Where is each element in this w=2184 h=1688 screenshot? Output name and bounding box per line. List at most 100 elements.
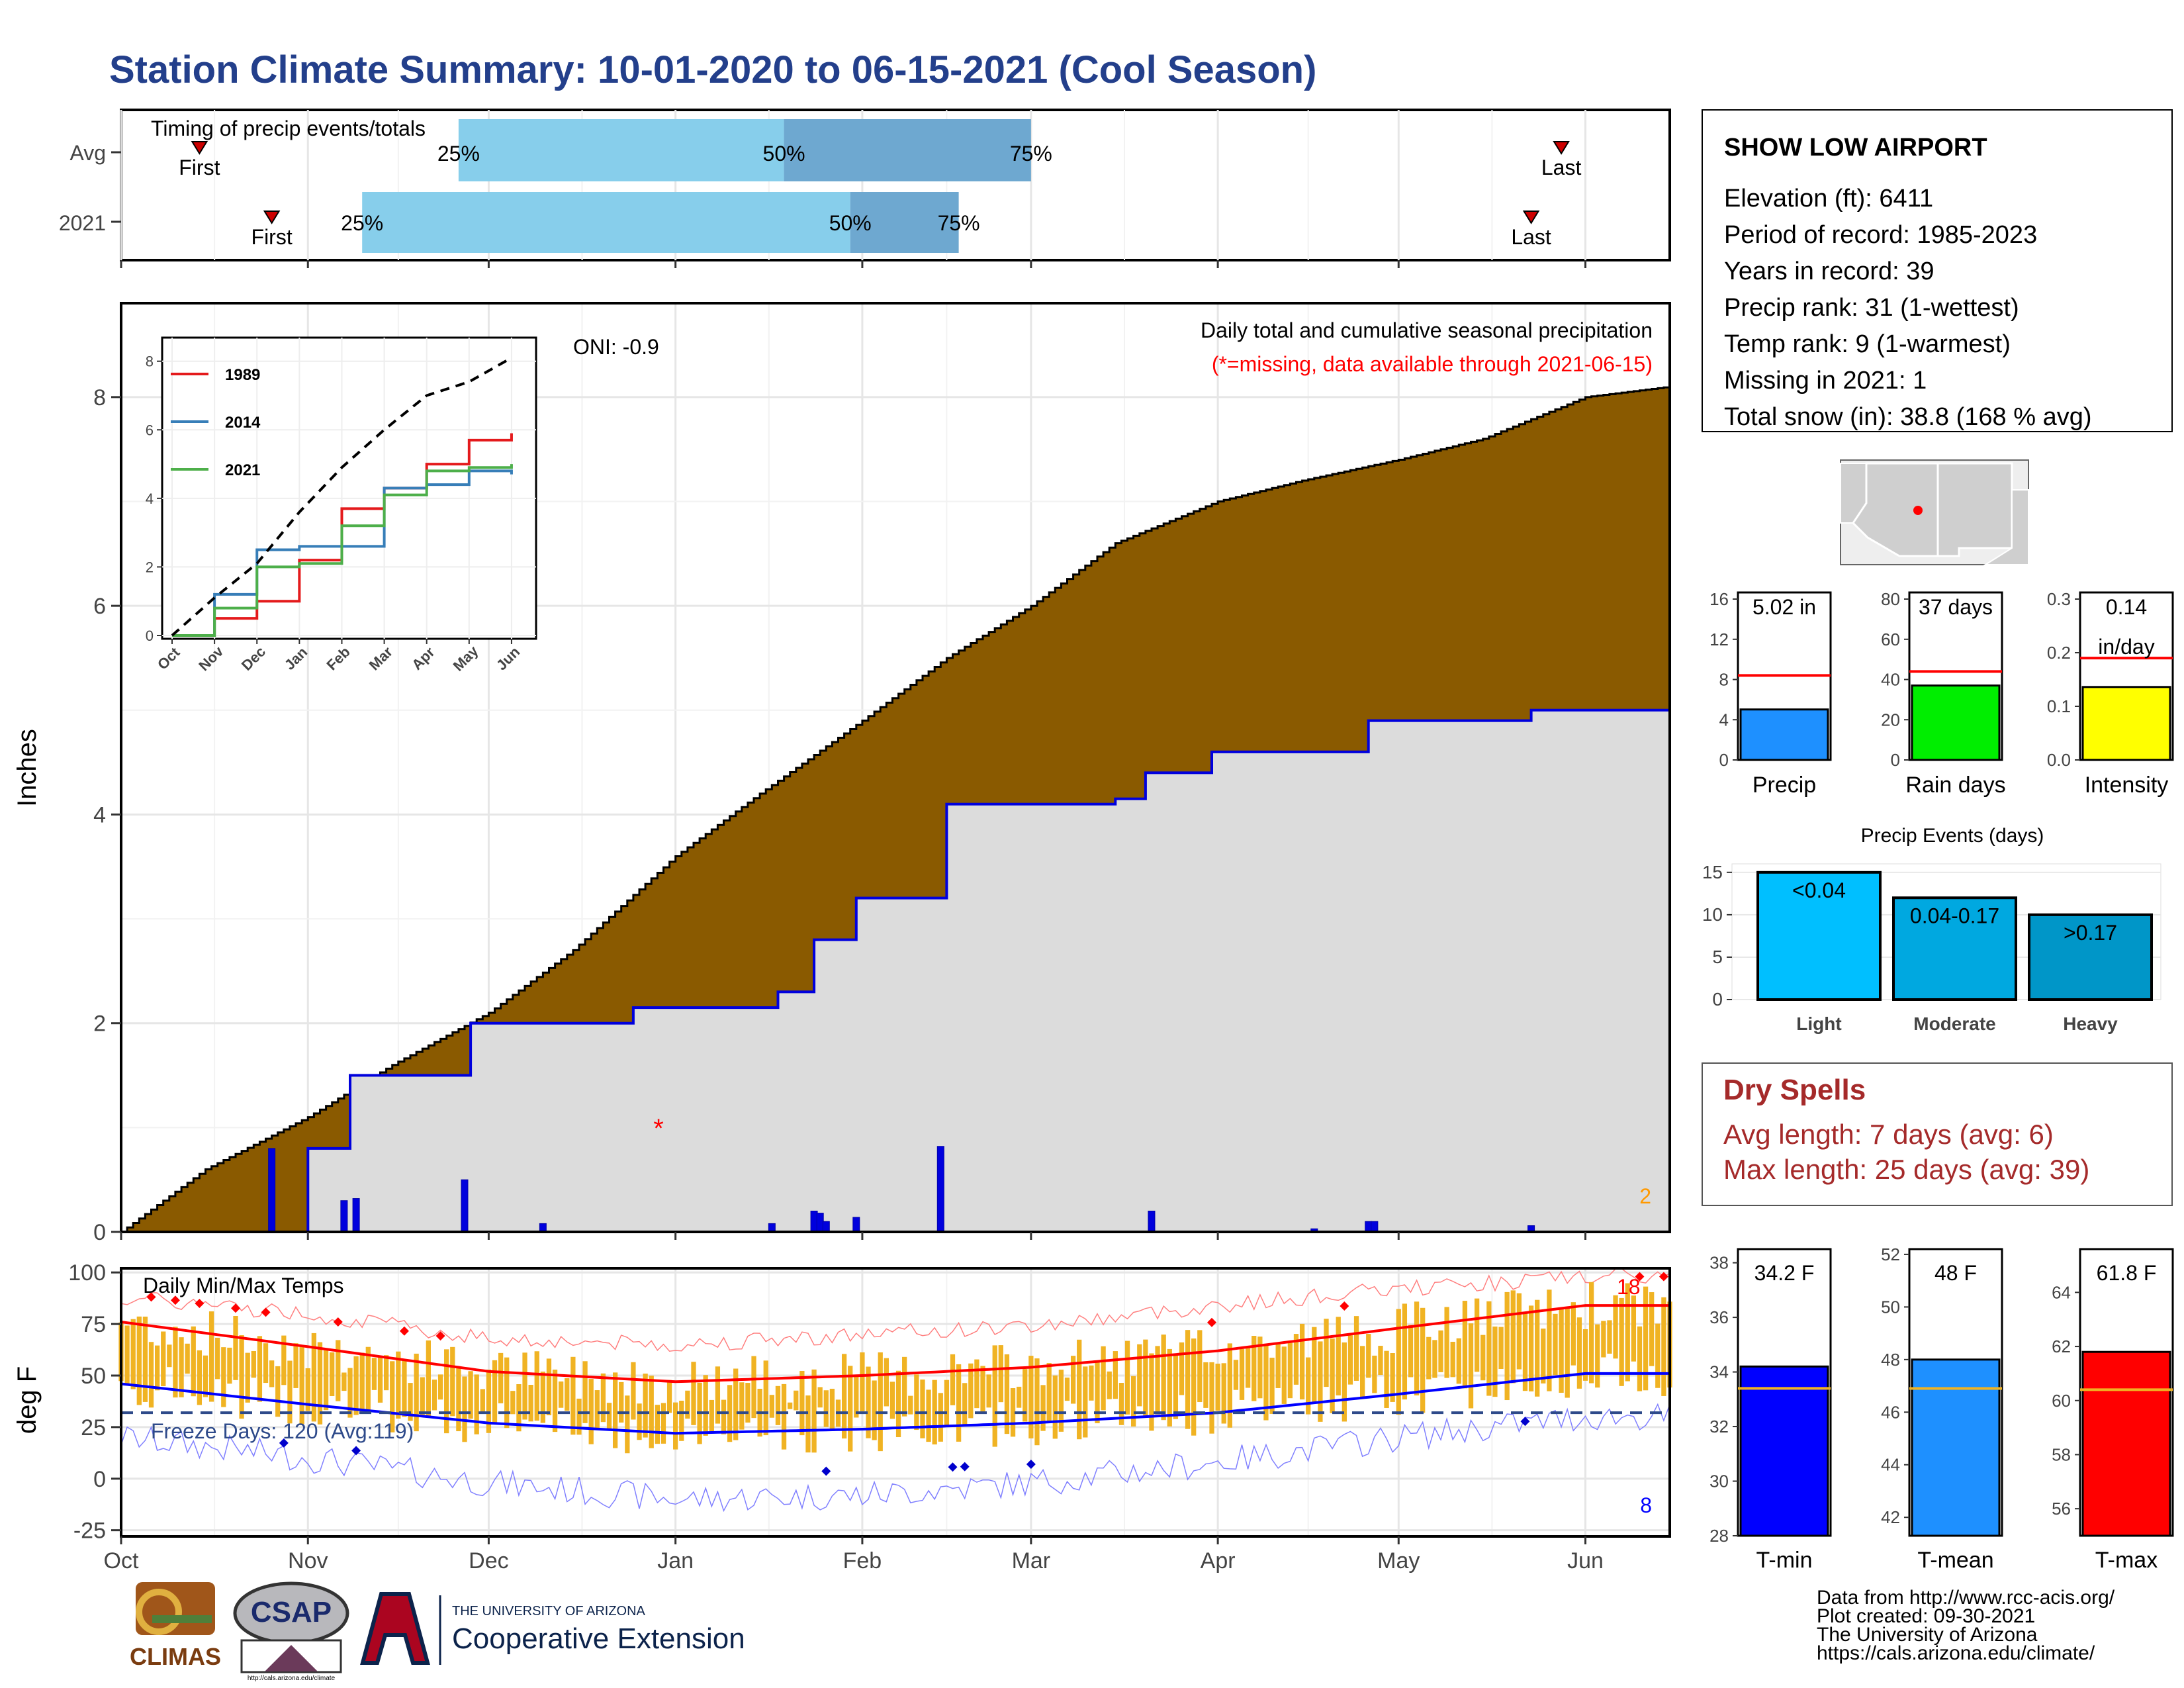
record-high-marker: [399, 1326, 409, 1336]
daily-temp-bar: [1167, 1348, 1172, 1427]
daily-temp-bar: [1474, 1298, 1480, 1372]
daily-temp-bar: [377, 1356, 383, 1403]
ua-small-text: THE UNIVERSITY OF ARIZONA: [452, 1604, 646, 1618]
daily-precip-bar: [1148, 1210, 1156, 1233]
temp-frame-bg: [121, 1268, 1670, 1536]
inset-line-1989: [172, 433, 513, 637]
daily-precip-bar: [461, 1179, 469, 1233]
daily-temp-bar: [504, 1357, 510, 1429]
daily-temp-bar: [655, 1405, 660, 1444]
daily-temp-bar: [221, 1347, 226, 1407]
cold-day-count: 8: [1640, 1493, 1652, 1517]
record-high-marker: [195, 1299, 205, 1309]
record-low-marker: [351, 1446, 361, 1456]
mini-y-tick-label: 0: [1719, 750, 1729, 770]
inset-line-avg: [171, 356, 512, 637]
station-years: Years in record: 39: [1724, 258, 1934, 285]
daily-temp-bar: [1137, 1344, 1142, 1407]
daily-temp-bar: [829, 1388, 835, 1431]
daily-temp-bar: [660, 1403, 666, 1444]
daily-temp-bar: [1360, 1346, 1365, 1398]
daily-temp-bar: [1486, 1301, 1492, 1396]
daily-temp-bar: [1203, 1362, 1208, 1408]
map-texas: [1983, 489, 2029, 565]
daily-temp-bar: [1287, 1342, 1293, 1399]
daily-temp-bar: [1595, 1324, 1600, 1388]
daily-temp-bar: [1004, 1354, 1010, 1434]
daily-temp-bar: [794, 1390, 799, 1411]
daily-temp-bar: [516, 1384, 522, 1432]
mini-temp-t-min: 34.2 F 38 36 34 32 30 28 T-min: [1709, 1248, 1832, 1573]
daily-temp-bar: [745, 1383, 751, 1423]
daily-temp-bar: [895, 1370, 901, 1438]
daily-temp-bar: [498, 1352, 504, 1403]
daily-temp-bar: [902, 1356, 907, 1417]
daily-temp-bar: [154, 1345, 160, 1391]
missing-marker: *: [653, 1114, 664, 1143]
daily-temp-bar: [330, 1352, 335, 1396]
y-tick-label: 50: [81, 1364, 106, 1389]
daily-temp-bar: [1450, 1341, 1455, 1378]
station-name: SHOW LOW AIRPORT: [1724, 134, 1987, 162]
daily-temp-bar: [739, 1382, 745, 1430]
daily-temp-bar: [769, 1395, 774, 1418]
daily-temp-bar: [414, 1353, 419, 1432]
events-y-tick-label: 5: [1712, 947, 1723, 967]
mini-bar-value-label: 34.2 F: [1754, 1261, 1815, 1285]
precip-ylabel: Inches: [13, 729, 42, 807]
daily-temp-bar: [1070, 1356, 1076, 1404]
daily-temp-bar: [323, 1350, 329, 1411]
record-low-marker: [948, 1462, 958, 1472]
page-title: Station Climate Summary: 10-01-2020 to 0…: [109, 48, 1316, 91]
events-y-tick-label: 15: [1702, 862, 1723, 882]
record-max-line: [120, 1268, 1670, 1352]
daily-temp-bar: [606, 1403, 612, 1430]
mini-bar-label: T-max: [2095, 1548, 2158, 1573]
daily-temp-bar: [751, 1356, 756, 1419]
y-tick-label: 2: [93, 1011, 106, 1037]
daily-temp-bar: [1155, 1346, 1160, 1415]
daily-temp-bar: [992, 1345, 997, 1447]
record-high-marker: [333, 1317, 343, 1327]
daily-temp-bar: [860, 1352, 865, 1412]
daily-temp-bar: [1077, 1339, 1082, 1440]
daily-temp-bar: [311, 1333, 317, 1422]
daily-temp-bar: [359, 1352, 365, 1414]
daily-temp-bar: [486, 1370, 492, 1433]
events-bar-label: <0.04: [1792, 878, 1846, 902]
daily-temp-bar: [522, 1352, 527, 1420]
daily-temp-bar: [1040, 1385, 1046, 1431]
daily-temp-bar: [1619, 1297, 1624, 1386]
daily-temp-bar: [1257, 1336, 1263, 1399]
daily-temp-bar: [173, 1327, 178, 1398]
daily-temp-bar: [124, 1325, 130, 1385]
daily-temp-bar: [1366, 1334, 1371, 1378]
daily-precip-bar: [852, 1217, 860, 1233]
daily-temp-bar: [1028, 1356, 1034, 1438]
daily-temp-bar: [1179, 1342, 1185, 1395]
station-snow: Total snow (in): 38.8 (168 % avg): [1724, 403, 2092, 431]
daily-temp-bar: [528, 1385, 533, 1422]
daily-temp-bar: [203, 1355, 208, 1397]
mini-y-tick-label: 0: [1891, 750, 1900, 770]
daily-temp-bar: [666, 1380, 672, 1413]
daily-temp-bar: [179, 1337, 184, 1397]
daily-temp-bar: [1306, 1357, 1311, 1415]
mini-bar-value-unit: in/day: [2098, 635, 2154, 659]
daily-temp-bar: [1101, 1346, 1106, 1411]
daily-temp-bar: [396, 1351, 401, 1419]
daily-temp-bar: [275, 1366, 281, 1417]
daily-temp-bar: [799, 1371, 805, 1436]
daily-temp-bar: [287, 1360, 293, 1424]
daily-temp-bar: [817, 1387, 823, 1408]
station-elevation: Elevation (ft): 6411: [1724, 185, 1933, 212]
daily-temp-bar: [1293, 1334, 1299, 1385]
record-high-marker: [230, 1303, 240, 1313]
daily-temp-bar: [546, 1358, 552, 1416]
daily-temp-bar: [341, 1372, 347, 1391]
record-low-marker: [279, 1438, 289, 1448]
daily-temp-bar: [968, 1363, 974, 1419]
x-tick-label: Oct: [104, 1548, 139, 1573]
ua-logo: THE UNIVERSITY OF ARIZONA Cooperative Ex…: [360, 1592, 745, 1665]
record-high-marker: [1207, 1317, 1217, 1327]
